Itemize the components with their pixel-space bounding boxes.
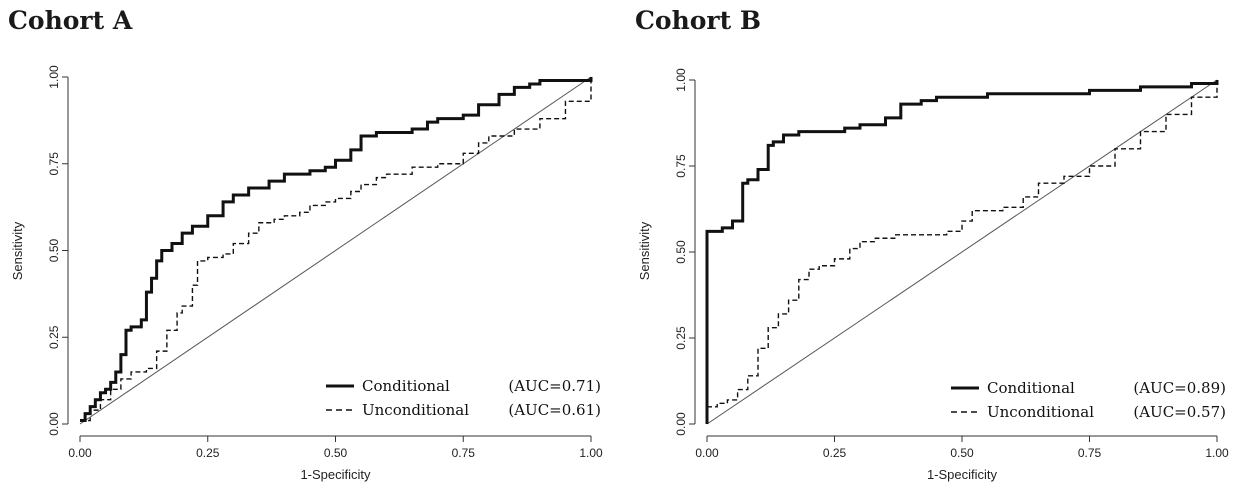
roc-chart-cohort-b: 0.00 0.25 0.50 0.75 1.00 0.00 0.25 0.50 0.75 1.00… — [637, 68, 1229, 482]
x-tick-label: 0.50 — [324, 446, 348, 460]
series-line-unconditional — [707, 80, 1218, 408]
y-axis-label: Sensitivity — [637, 221, 652, 280]
y-tick-label: 1.00 — [47, 65, 61, 89]
legend-label: Conditional — [362, 377, 450, 395]
legend-label: Unconditional — [987, 403, 1094, 421]
x-tick-label: 0.00 — [695, 446, 719, 460]
legend-auc-label: (AUC=0.57) — [1133, 403, 1226, 421]
chart-title: Cohort A — [8, 6, 133, 35]
y-tick-label: 1.00 — [674, 68, 688, 92]
roc-chart-cohort-a: 0.00 0.25 0.50 0.75 1.00 0.00 0.25 0.50 0.75 1.00… — [10, 65, 603, 482]
x-tick-label: 0.75 — [452, 446, 476, 460]
series-line-unconditional — [80, 77, 592, 422]
x-tick-label: 1.00 — [1205, 446, 1229, 460]
x-tick-label: 0.75 — [1078, 446, 1102, 460]
legend-label: Unconditional — [362, 401, 469, 419]
y-tick-label: 0.00 — [674, 412, 688, 436]
reference-diagonal-line — [79, 76, 592, 425]
x-tick-label: 0.25 — [196, 446, 220, 460]
legend-label: Conditional — [987, 379, 1075, 397]
legend-auc-label: (AUC=0.71) — [508, 377, 601, 395]
x-tick-label: 0.50 — [950, 446, 974, 460]
y-axis-label: Sensitivity — [10, 221, 25, 280]
legend-auc-label: (AUC=0.89) — [1133, 379, 1226, 397]
x-tick-label: 0.00 — [68, 446, 92, 460]
legend-auc-label: (AUC=0.61) — [508, 401, 601, 419]
chart-title: Cohort B — [635, 6, 761, 35]
x-axis-label: 1-Specificity — [927, 467, 998, 482]
y-tick-label: 0.00 — [47, 412, 61, 436]
y-tick-label: 0.75 — [47, 152, 61, 176]
y-tick-label: 0.25 — [47, 325, 61, 349]
y-tick-label: 0.25 — [674, 326, 688, 350]
series-line-conditional — [705, 80, 1219, 424]
x-tick-label: 1.00 — [579, 446, 603, 460]
series-line-conditional — [80, 77, 593, 423]
y-tick-label: 0.50 — [47, 238, 61, 262]
chart-panel-cohort-b: Cohort B 0.00 0.25 0.50 0.75 1.00 0.00 0.25 0.5… — [627, 0, 1237, 489]
x-axis-label: 1-Specificity — [300, 467, 371, 482]
chart-panel-cohort-a: Cohort A 0.00 0.25 0.50 0.75 1.00 0.00 0.25 0.5… — [0, 0, 610, 489]
x-tick-label: 0.25 — [823, 446, 847, 460]
y-tick-label: 0.50 — [674, 240, 688, 264]
y-tick-label: 0.75 — [674, 154, 688, 178]
reference-diagonal-line — [706, 79, 1218, 425]
